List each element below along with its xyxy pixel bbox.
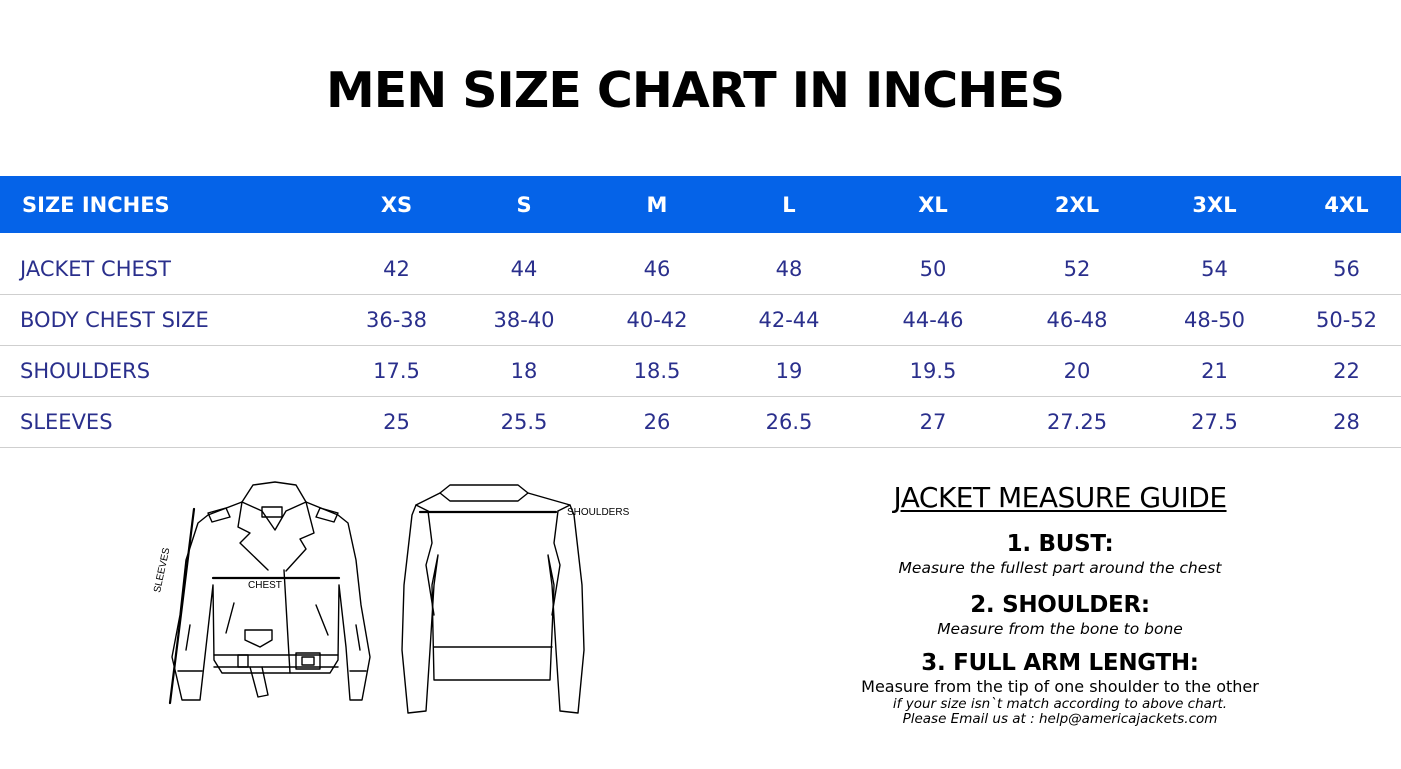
front-jacket-illustration — [171, 481, 371, 701]
guide-heading-arm-length: 3. FULL ARM LENGTH: — [921, 650, 1199, 676]
table-cell: 27 — [849, 396, 1017, 448]
table-cell: 27.5 — [1137, 396, 1292, 448]
table-cell: 44-46 — [849, 294, 1017, 346]
header-cell-xl: XL — [849, 176, 1017, 233]
table-cell: 46 — [585, 233, 729, 295]
table-cell: 48 — [729, 233, 849, 295]
table-cell: 26 — [585, 396, 729, 448]
header-cell-3xl: 3XL — [1137, 176, 1292, 233]
guide-heading-bust: 1. BUST: — [1006, 531, 1114, 557]
table-row: SLEEVES 25 25.5 26 26.5 27 27.25 27.5 28 — [0, 396, 1401, 448]
table-cell: 46-48 — [1017, 294, 1137, 346]
table-cell: 54 — [1137, 233, 1292, 295]
table-cell: 44 — [463, 233, 585, 295]
header-cell-s: S — [463, 176, 585, 233]
header-cell-2xl: 2XL — [1017, 176, 1137, 233]
guide-title: JACKET MEASURE GUIDE — [893, 481, 1227, 514]
row-label: SLEEVES — [0, 396, 330, 448]
table-cell: 42-44 — [729, 294, 849, 346]
table-header-row: SIZE INCHES XS S M L XL 2XL 3XL 4XL — [0, 176, 1401, 233]
table-cell: 26.5 — [729, 396, 849, 448]
table-cell: 38-40 — [463, 294, 585, 346]
shoulders-label: SHOULDERS — [567, 507, 630, 518]
guide-note-email: Please Email us at : help@americajackets… — [902, 711, 1218, 727]
table-cell: 25 — [330, 396, 463, 448]
row-label: BODY CHEST SIZE — [0, 294, 330, 346]
table-cell: 19.5 — [849, 345, 1017, 397]
header-cell-xs: XS — [330, 176, 463, 233]
guide-note-line-1: if your size isn`t match according to ab… — [892, 696, 1228, 712]
table-cell: 19 — [729, 345, 849, 397]
table-cell: 27.25 — [1017, 396, 1137, 448]
header-cell-4xl: 4XL — [1292, 176, 1401, 233]
guide-text-bust: Measure the fullest part around the ches… — [898, 559, 1222, 577]
table-cell: 50 — [849, 233, 1017, 295]
table-row: BODY CHEST SIZE 36-38 38-40 40-42 42-44 … — [0, 294, 1401, 346]
row-label: SHOULDERS — [0, 345, 330, 397]
chest-label: CHEST — [248, 580, 282, 591]
sleeves-measure-line — [168, 507, 196, 705]
table-row: JACKET CHEST 42 44 46 48 50 52 54 56 — [0, 233, 1401, 295]
size-table: SIZE INCHES XS S M L XL 2XL 3XL 4XL JACK… — [0, 176, 1401, 448]
page-title: MEN SIZE CHART IN INCHES — [325, 62, 1065, 119]
table-cell: 52 — [1017, 233, 1137, 295]
table-cell: 56 — [1292, 233, 1401, 295]
table-cell: 25.5 — [463, 396, 585, 448]
guide-text-shoulder: Measure from the bone to bone — [937, 620, 1183, 638]
header-cell-size-inches: SIZE INCHES — [0, 176, 330, 233]
back-jacket-illustration — [401, 484, 585, 714]
sleeves-label: SLEEVES — [152, 546, 172, 593]
table-row: SHOULDERS 17.5 18 18.5 19 19.5 20 21 22 — [0, 345, 1401, 397]
table-cell: 42 — [330, 233, 463, 295]
table-cell: 40-42 — [585, 294, 729, 346]
header-cell-l: L — [729, 176, 849, 233]
table-cell: 22 — [1292, 345, 1401, 397]
row-label: JACKET CHEST — [0, 233, 330, 295]
table-cell: 17.5 — [330, 345, 463, 397]
table-cell: 21 — [1137, 345, 1292, 397]
header-cell-m: M — [585, 176, 729, 233]
guide-heading-shoulder: 2. SHOULDER: — [970, 592, 1150, 618]
measure-guide: JACKET MEASURE GUIDE 1. BUST: Measure th… — [820, 478, 1300, 727]
table-cell: 18 — [463, 345, 585, 397]
table-cell: 50-52 — [1292, 294, 1401, 346]
table-cell: 28 — [1292, 396, 1401, 448]
table-cell: 18.5 — [585, 345, 729, 397]
guide-text-arm-length: Measure from the tip of one shoulder to … — [861, 677, 1259, 696]
table-cell: 36-38 — [330, 294, 463, 346]
table-cell: 20 — [1017, 345, 1137, 397]
table-cell: 48-50 — [1137, 294, 1292, 346]
jacket-measurement-diagram: CHEST SHOULDERS SLEEVES — [150, 475, 650, 725]
